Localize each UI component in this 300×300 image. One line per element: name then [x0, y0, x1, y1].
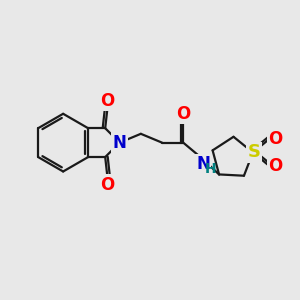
Text: N: N	[113, 134, 127, 152]
Text: O: O	[100, 92, 115, 110]
Text: O: O	[176, 105, 190, 123]
Text: H: H	[205, 162, 216, 176]
Text: S: S	[248, 143, 261, 161]
Text: O: O	[268, 130, 283, 148]
Text: O: O	[268, 157, 283, 175]
Text: O: O	[100, 176, 115, 194]
Text: N: N	[196, 155, 210, 173]
